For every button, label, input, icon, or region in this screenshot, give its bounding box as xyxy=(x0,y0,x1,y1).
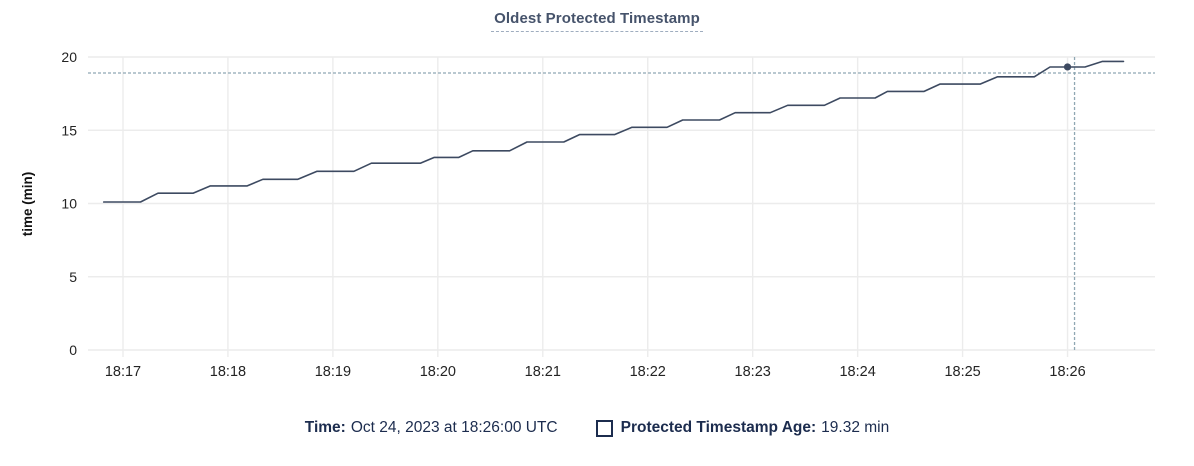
x-tick-label: 18:19 xyxy=(315,364,351,380)
y-tick-label: 15 xyxy=(61,122,77,138)
legend-time: Time: Oct 24, 2023 at 18:26:00 UTC xyxy=(305,419,558,437)
legend-series-value: 19.32 min xyxy=(821,419,890,436)
legend-time-label: Time: xyxy=(304,419,346,436)
legend-time-value: Oct 24, 2023 at 18:26:00 UTC xyxy=(350,419,558,436)
x-tick-label: 18:18 xyxy=(210,364,246,380)
series-checkbox-icon[interactable] xyxy=(595,419,613,437)
legend-series-label: Protected Timestamp Age: xyxy=(620,419,817,436)
y-tick-label: 10 xyxy=(61,196,77,212)
x-tick-label: 18:26 xyxy=(1049,364,1085,380)
x-tick-label: 18:21 xyxy=(525,364,561,380)
x-tick-label: 18:23 xyxy=(735,364,771,380)
x-tick-label: 18:22 xyxy=(630,364,666,380)
y-tick-label: 5 xyxy=(69,269,77,285)
chart-header: Oldest Protected Timestamp xyxy=(0,10,1194,32)
series-line xyxy=(102,60,1125,203)
legend-series-toggle[interactable]: Protected Timestamp Age: 19.32 min xyxy=(595,419,890,437)
y-tick-label: 0 xyxy=(69,342,77,358)
x-tick-label: 18:24 xyxy=(839,364,875,380)
chart-plot-area[interactable]: 0 5 10 15 20 18:17 18:18 18:19 18:20 18:21 18:22 18… xyxy=(0,0,1194,400)
y-tick-label: 20 xyxy=(61,49,77,65)
y-axis-label: time (min) xyxy=(20,172,35,237)
chart-title[interactable]: Oldest Protected Timestamp xyxy=(491,10,703,32)
timeseries-chart[interactable]: 0 5 10 15 20 18:17 18:18 18:19 18:20 18:21 18:22 18… xyxy=(0,0,1194,400)
x-tick-label: 18:17 xyxy=(105,364,141,380)
hover-dot xyxy=(1063,63,1072,71)
x-tick-label: 18:25 xyxy=(944,364,980,380)
x-tick-label: 18:20 xyxy=(420,364,456,380)
chart-legend: Time: Oct 24, 2023 at 18:26:00 UTC Prote… xyxy=(0,419,1194,437)
